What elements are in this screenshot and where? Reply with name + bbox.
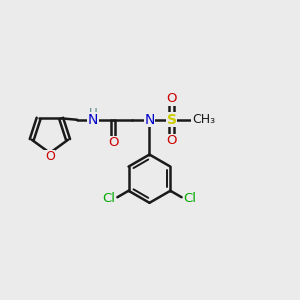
Text: O: O — [108, 136, 119, 149]
Text: Cl: Cl — [183, 192, 196, 205]
Text: O: O — [45, 150, 55, 163]
Text: S: S — [167, 113, 177, 127]
Text: H: H — [88, 107, 97, 120]
Text: O: O — [166, 134, 177, 148]
Text: N: N — [88, 113, 98, 127]
Text: O: O — [166, 92, 177, 105]
Text: CH₃: CH₃ — [192, 113, 215, 126]
Text: Cl: Cl — [103, 192, 116, 205]
Text: N: N — [144, 113, 155, 127]
